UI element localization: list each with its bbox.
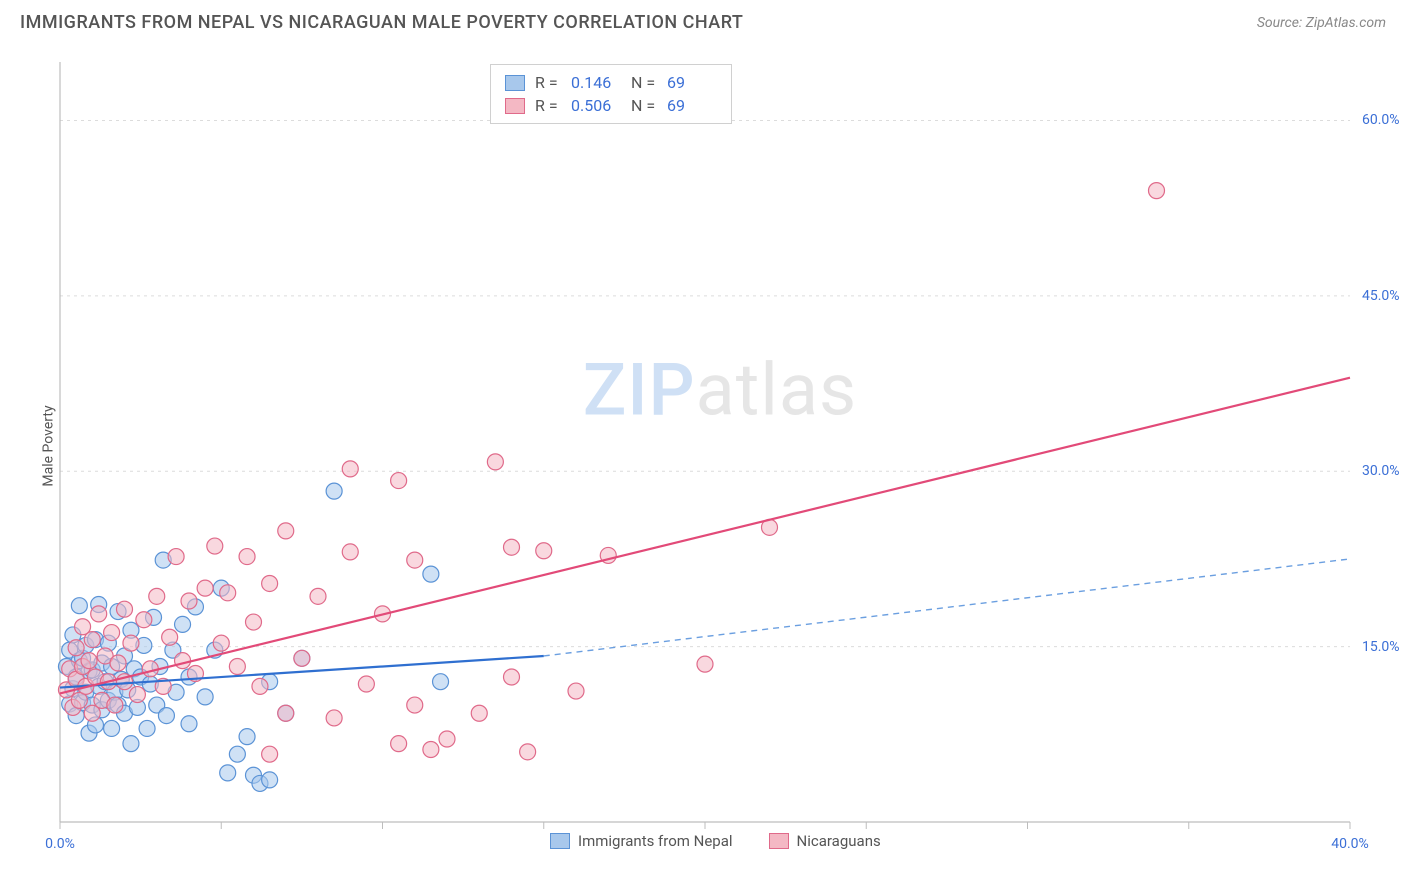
stat-n-label: N = — [631, 73, 657, 92]
source-attribution: Source: ZipAtlas.com — [1257, 15, 1386, 31]
stat-n-label: N = — [631, 96, 657, 115]
stats-row-nicaraguans: R = 0.506 N = 69 — [505, 94, 717, 117]
x-tick-label: 40.0% — [1331, 836, 1369, 852]
chart-container: ZIPatlas R =0.146N =69R =0.506N =69 Immi… — [50, 50, 1390, 840]
stat-r-value: 0.506 — [571, 96, 621, 115]
y-tick-label: 30.0% — [1362, 463, 1400, 479]
x-tick-label: 0.0% — [45, 836, 75, 852]
stat-r-label: R = — [535, 73, 561, 92]
swatch-icon — [769, 833, 789, 849]
swatch-icon — [505, 75, 525, 91]
y-tick-label: 45.0% — [1362, 288, 1400, 304]
series-legend: Immigrants from Nepal Nicaraguans — [550, 832, 881, 850]
stat-n-value: 69 — [667, 96, 717, 115]
stat-n-value: 69 — [667, 73, 717, 92]
legend-label: Nicaraguans — [797, 832, 881, 850]
swatch-icon — [505, 98, 525, 114]
stats-row-nepal: R = 0.146 N = 69 — [505, 71, 717, 94]
chart-title: IMMIGRANTS FROM NEPAL VS NICARAGUAN MALE… — [20, 12, 743, 33]
y-tick-label: 15.0% — [1362, 639, 1400, 655]
y-tick-label: 60.0% — [1362, 112, 1400, 128]
correlation-stats-box: R = 0.146 N = 69 R = 0.506 N = 69 — [490, 64, 732, 124]
stat-r-label: R = — [535, 96, 561, 115]
scatter-plot — [50, 50, 1390, 840]
stat-r-value: 0.146 — [571, 73, 621, 92]
legend-item-nicaraguans: Nicaraguans — [769, 832, 881, 850]
swatch-icon — [550, 833, 570, 849]
legend-item-nepal: Immigrants from Nepal — [550, 832, 733, 850]
legend-label: Immigrants from Nepal — [578, 832, 733, 850]
